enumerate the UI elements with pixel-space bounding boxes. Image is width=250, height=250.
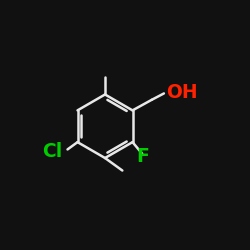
Text: Cl: Cl bbox=[42, 142, 62, 161]
Text: OH: OH bbox=[166, 82, 198, 102]
Text: F: F bbox=[137, 147, 149, 166]
